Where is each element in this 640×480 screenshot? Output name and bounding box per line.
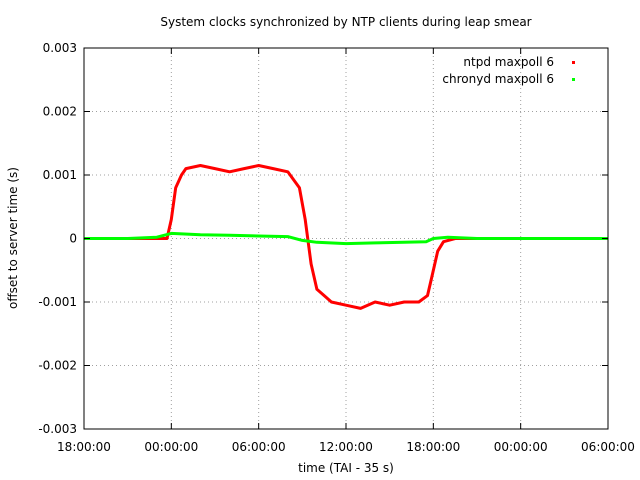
y-tick-label: 0.003 <box>43 41 77 55</box>
x-tick-label: 12:00:00 <box>319 440 373 454</box>
x-tick-label: 18:00:00 <box>406 440 460 454</box>
chart-title: System clocks synchronized by NTP client… <box>160 15 531 29</box>
x-axis-label: time (TAI - 35 s) <box>298 461 394 475</box>
series-line <box>84 231 608 246</box>
y-axis-label: offset to server time (s) <box>6 167 20 309</box>
y-tick-label: 0.002 <box>43 105 77 119</box>
x-tick-label: 06:00:00 <box>232 440 286 454</box>
x-tick-label: 00:00:00 <box>144 440 198 454</box>
y-tick-label: -0.001 <box>38 295 77 309</box>
ticks <box>83 47 609 430</box>
x-tick-label: 18:00:00 <box>57 440 111 454</box>
y-tick-label: -0.002 <box>38 359 77 373</box>
x-tick-label: 00:00:00 <box>494 440 548 454</box>
y-tick-label: 0 <box>69 232 77 246</box>
legend-marker <box>572 61 575 64</box>
y-tick-label: 0.001 <box>43 168 77 182</box>
legend-label-ntpd: ntpd maxpoll 6 <box>463 55 554 69</box>
x-tick-label: 06:00:00 <box>581 440 635 454</box>
series-layer <box>84 164 608 310</box>
legend-marker <box>572 78 575 81</box>
tick-labels: 18:00:00 00:00:00 06:00:00 12:00:00 18:00:00… <box>38 41 635 454</box>
series-line <box>84 164 608 310</box>
y-tick-label: -0.003 <box>38 422 77 436</box>
legend: ntpd maxpoll 6 chronyd maxpoll 6 <box>442 55 575 86</box>
legend-label-chronyd: chronyd maxpoll 6 <box>442 72 554 86</box>
